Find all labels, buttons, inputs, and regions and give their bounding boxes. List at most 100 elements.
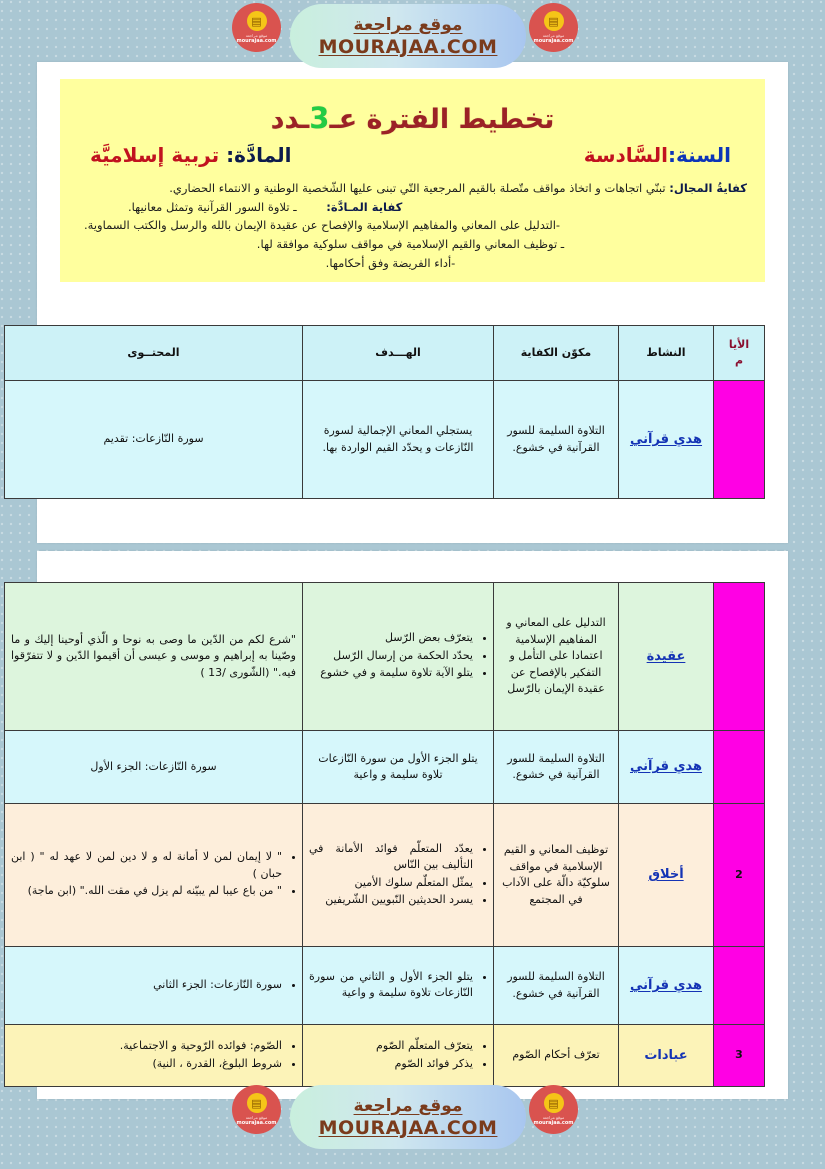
cell-activity: عبادات <box>618 1024 714 1087</box>
cell-goal: يستجلي المعاني الإجمالية لسورة النّازعات… <box>302 380 494 499</box>
watermark-logo-icon-left-bottom: ▤ موقع مراجعة mourajaa.com <box>232 1085 281 1134</box>
page-title-prefix: تخطيط الفترة عـ <box>329 104 555 135</box>
competency-subject-line: كفاية المـادَّة: ـ تلاوة السور القرآنية … <box>74 198 747 217</box>
list-item: " لا إيمان لمن لا أمانة له و لا دين لمن … <box>11 849 282 882</box>
watermark-english-text: MOURAJAA.COM <box>318 35 498 58</box>
list-item: يعدّد المتعلّم فوائد الأمانة في التأليف … <box>309 841 473 874</box>
cell-goal: يعدّد المتعلّم فوائد الأمانة في التأليف … <box>302 803 494 947</box>
competency-item-1-line: -التدليل على المعاني والمفاهيم الإسلامية… <box>74 216 747 235</box>
list-item: يتلو الآية تلاوة سليمة و في خشوع <box>309 665 473 682</box>
cell-day: 2 <box>713 803 765 947</box>
list-item: " من باع عيبا لم يبيّنه لم يزل في مقت ال… <box>11 883 282 900</box>
logo-tag-url: mourajaa.com <box>533 1120 574 1126</box>
year-value: السَّادسة <box>583 143 668 167</box>
header-days: الأيا م <box>713 325 765 381</box>
cell-competency-component: التلاوة السليمة للسور القرآنية في خشوع. <box>493 380 619 499</box>
subject-row: المادَّة: تربية إسلاميَّة السنة:السَّادس… <box>60 137 765 171</box>
table-row: 3 عبادات تعرّف أحكام الصّوم يتعرّف المتع… <box>4 1024 765 1087</box>
cell-day: 3 <box>713 1024 765 1087</box>
list-item: يمثّل المتعلّم سلوك الأمين <box>309 875 473 892</box>
content-list: " لا إيمان لمن لا أمانة له و لا دين لمن … <box>11 849 296 900</box>
goal-list: يتلو الجزء الأول و الثاني من سورة النّاز… <box>309 969 487 1002</box>
table-row: هدي قرآني التلاوة السليمة للسور القرآنية… <box>4 730 765 804</box>
cell-day <box>713 582 765 731</box>
year-field: السنة:السَّادسة <box>584 143 731 167</box>
list-item: يتعرّف المتعلّم الصّوم <box>309 1038 473 1055</box>
goal-list: يتعرّف بعض الرّسل يحدّد الحكمة من إرسال … <box>309 630 487 682</box>
book-icon: ▤ <box>246 11 267 31</box>
logo-tag-arabic: موقع مراجعة <box>542 33 565 38</box>
activity-label: عقيدة <box>646 648 686 664</box>
list-item: يذكر فوائد الصّوم <box>309 1056 473 1073</box>
table-row: عقيدة التدليل على المعاني و المفاهيم الإ… <box>4 582 765 731</box>
table-two-body: عقيدة التدليل على المعاني و المفاهيم الإ… <box>4 582 765 1087</box>
table-one-body: هدي قرآني التلاوة السليمة للسور القرآنية… <box>4 380 765 499</box>
cell-goal: يتلو الجزء الأول و الثاني من سورة النّاز… <box>302 946 494 1025</box>
watermark-english-text: MOURAJAA.COM <box>318 1116 498 1139</box>
list-item: يتعرّف بعض الرّسل <box>309 630 473 647</box>
header-competency-component: مكوّن الكفاية <box>493 325 619 381</box>
competency-item-3-line: -أداء الفريضة وفق أحكامها. <box>74 254 747 273</box>
table-one-head: الأيا م النشاط مكوّن الكفاية الهـــدف ال… <box>4 325 765 381</box>
cell-goal: يتعرّف المتعلّم الصّوم يذكر فوائد الصّوم <box>302 1024 494 1087</box>
watermark-logo-icon-right: ▤ موقع مراجعة mourajaa.com <box>529 3 578 52</box>
page-title: تخطيط الفترة عـ3ـدد <box>60 79 765 137</box>
header-activity: النشاط <box>618 325 714 381</box>
logo-tag-url: mourajaa.com <box>533 38 574 44</box>
table-one-header-row: الأيا م النشاط مكوّن الكفاية الهـــدف ال… <box>4 325 765 381</box>
cell-competency-component: التلاوة السليمة للسور القرآنية في خشوع. <box>493 730 619 804</box>
cell-day <box>713 380 765 499</box>
goal-list: يتعرّف المتعلّم الصّوم يذكر فوائد الصّوم <box>309 1038 487 1072</box>
cell-activity: هدي قرآني <box>618 730 714 804</box>
list-item: يسرد الحديثين النّبويين الشّريفين <box>309 892 473 909</box>
logo-tag-arabic: موقع مراجعة <box>245 33 268 38</box>
competency-item-2-line: ـ توظيف المعاني والقيم الإسلامية في مواق… <box>74 235 747 254</box>
header-days-line2: م <box>734 354 744 367</box>
cell-competency-component: التدليل على المعاني و المفاهيم الإسلامية… <box>493 582 619 731</box>
watermark-top: موقع مراجعة MOURAJAA.COM <box>290 4 526 68</box>
watermark-arabic-text: موقع مراجعة <box>353 14 463 35</box>
cell-goal: يتعرّف بعض الرّسل يحدّد الحكمة من إرسال … <box>302 582 494 731</box>
book-icon: ▤ <box>246 1093 267 1113</box>
page-title-suffix: ـدد <box>270 104 310 135</box>
cell-day <box>713 730 765 804</box>
activity-label: عبادات <box>644 1047 688 1063</box>
watermark-pill: موقع مراجعة MOURAJAA.COM <box>290 4 526 68</box>
content-list: الصّوم: فوائده الرّوحية و الاجتماعية. شر… <box>11 1038 296 1072</box>
cell-content: سورة النّازعات: الجزء الثاني <box>4 946 303 1025</box>
cell-activity: عقيدة <box>618 582 714 731</box>
subject-value: تربية إسلاميَّة <box>90 143 220 167</box>
year-label: السنة: <box>667 143 731 167</box>
competency-domain-line: كفايةُ المجال: تبنّي اتجاهات و اتخاذ موا… <box>74 179 747 198</box>
cell-competency-component: توظيف المعاني و القيم الإسلامية في مواقف… <box>493 803 619 947</box>
activity-label: أخلاق <box>648 867 684 883</box>
logo-tag-url: mourajaa.com <box>236 1120 277 1126</box>
cell-content: " لا إيمان لمن لا أمانة له و لا دين لمن … <box>4 803 303 947</box>
header-days-line1: الأيا <box>728 338 750 352</box>
cell-activity: هدي قرآني <box>618 380 714 499</box>
competency-subject-label: كفاية المـادَّة: <box>326 199 403 214</box>
competency-item-2: ـ توظيف المعاني والقيم الإسلامية في مواق… <box>256 236 565 251</box>
competency-item-0: ـ تلاوة السور القرآنية وتمثل معانيها. <box>128 199 297 214</box>
content-list: سورة النّازعات: الجزء الثاني <box>11 977 296 994</box>
activity-label: هدي قرآني <box>629 759 703 775</box>
logo-tag-url: mourajaa.com <box>236 38 277 44</box>
goal-list: يعدّد المتعلّم فوائد الأمانة في التأليف … <box>309 841 487 909</box>
cell-day <box>713 946 765 1025</box>
book-icon: ▤ <box>543 11 564 31</box>
cell-competency-component: تعرّف أحكام الصّوم <box>493 1024 619 1087</box>
logo-tag-arabic: موقع مراجعة <box>245 1115 268 1120</box>
competency-domain-text: تبنّي اتجاهات و اتخاذ مواقف متّصلة بالقي… <box>169 181 666 195</box>
logo-tag-arabic: موقع مراجعة <box>542 1115 565 1120</box>
cell-content: الصّوم: فوائده الرّوحية و الاجتماعية. شر… <box>4 1024 303 1087</box>
table-row: هدي قرآني التلاوة السليمة للسور القرآنية… <box>4 946 765 1025</box>
watermark-logo-icon-right-bottom: ▤ موقع مراجعة mourajaa.com <box>529 1085 578 1134</box>
page-sheet-one: تخطيط الفترة عـ3ـدد المادَّة: تربية إسلا… <box>4 62 788 543</box>
header-content: المحتــوى <box>4 325 303 381</box>
table-row: 2 أخلاق توظيف المعاني و القيم الإسلامية … <box>4 803 765 947</box>
cell-goal: يتلو الجزء الأول من سورة النّازعات تلاوة… <box>302 730 494 804</box>
cell-activity: هدي قرآني <box>618 946 714 1025</box>
cell-content: سورة النّازعات: تقديم <box>4 380 303 499</box>
activity-label: هدي قرآني <box>629 977 703 993</box>
competency-item-3: -أداء الفريضة وفق أحكامها. <box>325 255 456 270</box>
